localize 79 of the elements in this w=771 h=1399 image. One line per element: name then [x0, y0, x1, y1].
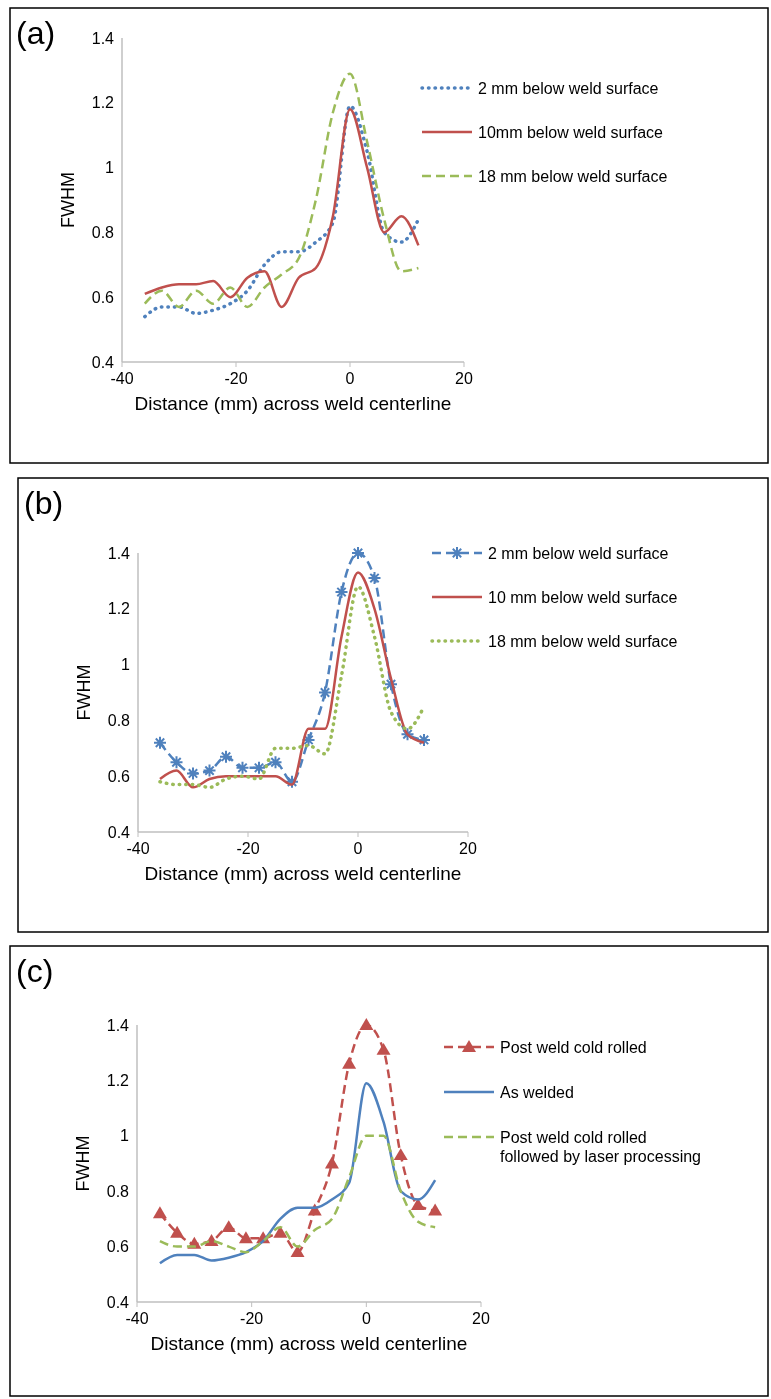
x-tick-label: -40: [126, 840, 150, 857]
y-tick-label: 1.2: [106, 1072, 130, 1089]
x-tick-label: 0: [361, 1310, 371, 1327]
legend-label: Post weld cold rolled: [500, 1038, 647, 1056]
point: [428, 1203, 443, 1216]
point: [410, 1198, 425, 1210]
point: [400, 727, 415, 742]
y-tick-label: 1.2: [91, 94, 115, 112]
y-tick-label: 0.6: [106, 1238, 130, 1256]
point: [376, 1042, 391, 1055]
y-axis-title: FWHM: [74, 664, 94, 721]
text: (b): [24, 485, 64, 521]
x-tick-label: 0: [353, 840, 363, 857]
point: [318, 685, 332, 700]
point: [351, 546, 365, 560]
x-tick-label: 20: [459, 840, 477, 857]
x-tick-label: -20: [240, 1310, 264, 1327]
text: (a): [16, 15, 56, 51]
y-tick-label: 1.4: [106, 1016, 130, 1034]
x-axis-title: Distance (mm) across weld centerline: [134, 393, 452, 414]
y-tick-label: 0.6: [91, 288, 115, 306]
x-tick-label: 20: [472, 1310, 490, 1327]
point: [324, 1156, 339, 1169]
legend-label: 10 mm below weld surface: [488, 588, 678, 606]
point: [393, 1148, 408, 1161]
y-tick-label: 1.2: [107, 600, 131, 618]
point: [384, 677, 398, 692]
point: [169, 755, 184, 770]
y-axis-title: FWHM: [73, 1135, 93, 1192]
point: [170, 1225, 185, 1238]
x-tick-label: -20: [224, 370, 248, 387]
x-tick-label: -40: [125, 1310, 149, 1327]
y-tick-label: 0.6: [107, 767, 131, 785]
point: [359, 1018, 374, 1030]
legend-label: Post weld cold rolled followed by laser processing: [500, 1128, 701, 1165]
legend-label: 18 mm below weld surface: [488, 632, 678, 650]
x-axis-title: Distance (mm) across weld centerline: [144, 863, 462, 884]
legend-label: As welded: [500, 1083, 574, 1101]
point: [417, 732, 431, 747]
y-axis-title: FWHM: [58, 172, 78, 228]
point: [238, 1231, 253, 1244]
y-tick-label: 0.4: [91, 353, 115, 371]
y-tick-label: 0.8: [91, 224, 115, 241]
y-tick-label: 0.4: [106, 1293, 130, 1311]
point: [221, 1220, 236, 1233]
legend-label: 10mm below weld surface: [478, 123, 664, 141]
point: [152, 1206, 167, 1219]
point: [268, 755, 283, 770]
x-tick-label: -20: [236, 840, 260, 857]
y-tick-label: 1: [105, 159, 115, 177]
legend-label: 2 mm below weld surface: [478, 79, 659, 97]
point: [285, 774, 299, 789]
point: [367, 571, 382, 586]
x-axis-title: Distance (mm) across weld centerline: [150, 1333, 468, 1354]
point: [273, 1225, 288, 1238]
point: [334, 585, 349, 600]
legend-label: 18 mm below weld surface: [478, 167, 668, 185]
y-tick-label: 1.4: [107, 544, 131, 562]
y-tick-label: 1: [121, 656, 131, 674]
y-tick-label: 0.8: [107, 712, 131, 729]
legend-label: 2 mm below weld surface: [488, 544, 669, 562]
line-series: [143, 72, 420, 309]
y-tick-label: 0.4: [107, 823, 131, 841]
y-tick-label: 1: [120, 1127, 130, 1145]
x-tick-label: -40: [110, 370, 134, 387]
point: [219, 749, 233, 764]
x-tick-label: 20: [455, 370, 473, 387]
point: [290, 1245, 305, 1258]
point: [186, 766, 200, 781]
y-tick-label: 0.8: [106, 1182, 130, 1200]
point: [342, 1056, 357, 1069]
text: (c): [16, 953, 54, 989]
x-tick-label: 0: [345, 370, 355, 387]
point: [252, 760, 266, 775]
point: [202, 763, 217, 778]
point: [235, 760, 250, 775]
y-tick-label: 1.4: [91, 29, 115, 47]
point: [301, 732, 316, 747]
point: [153, 735, 167, 750]
